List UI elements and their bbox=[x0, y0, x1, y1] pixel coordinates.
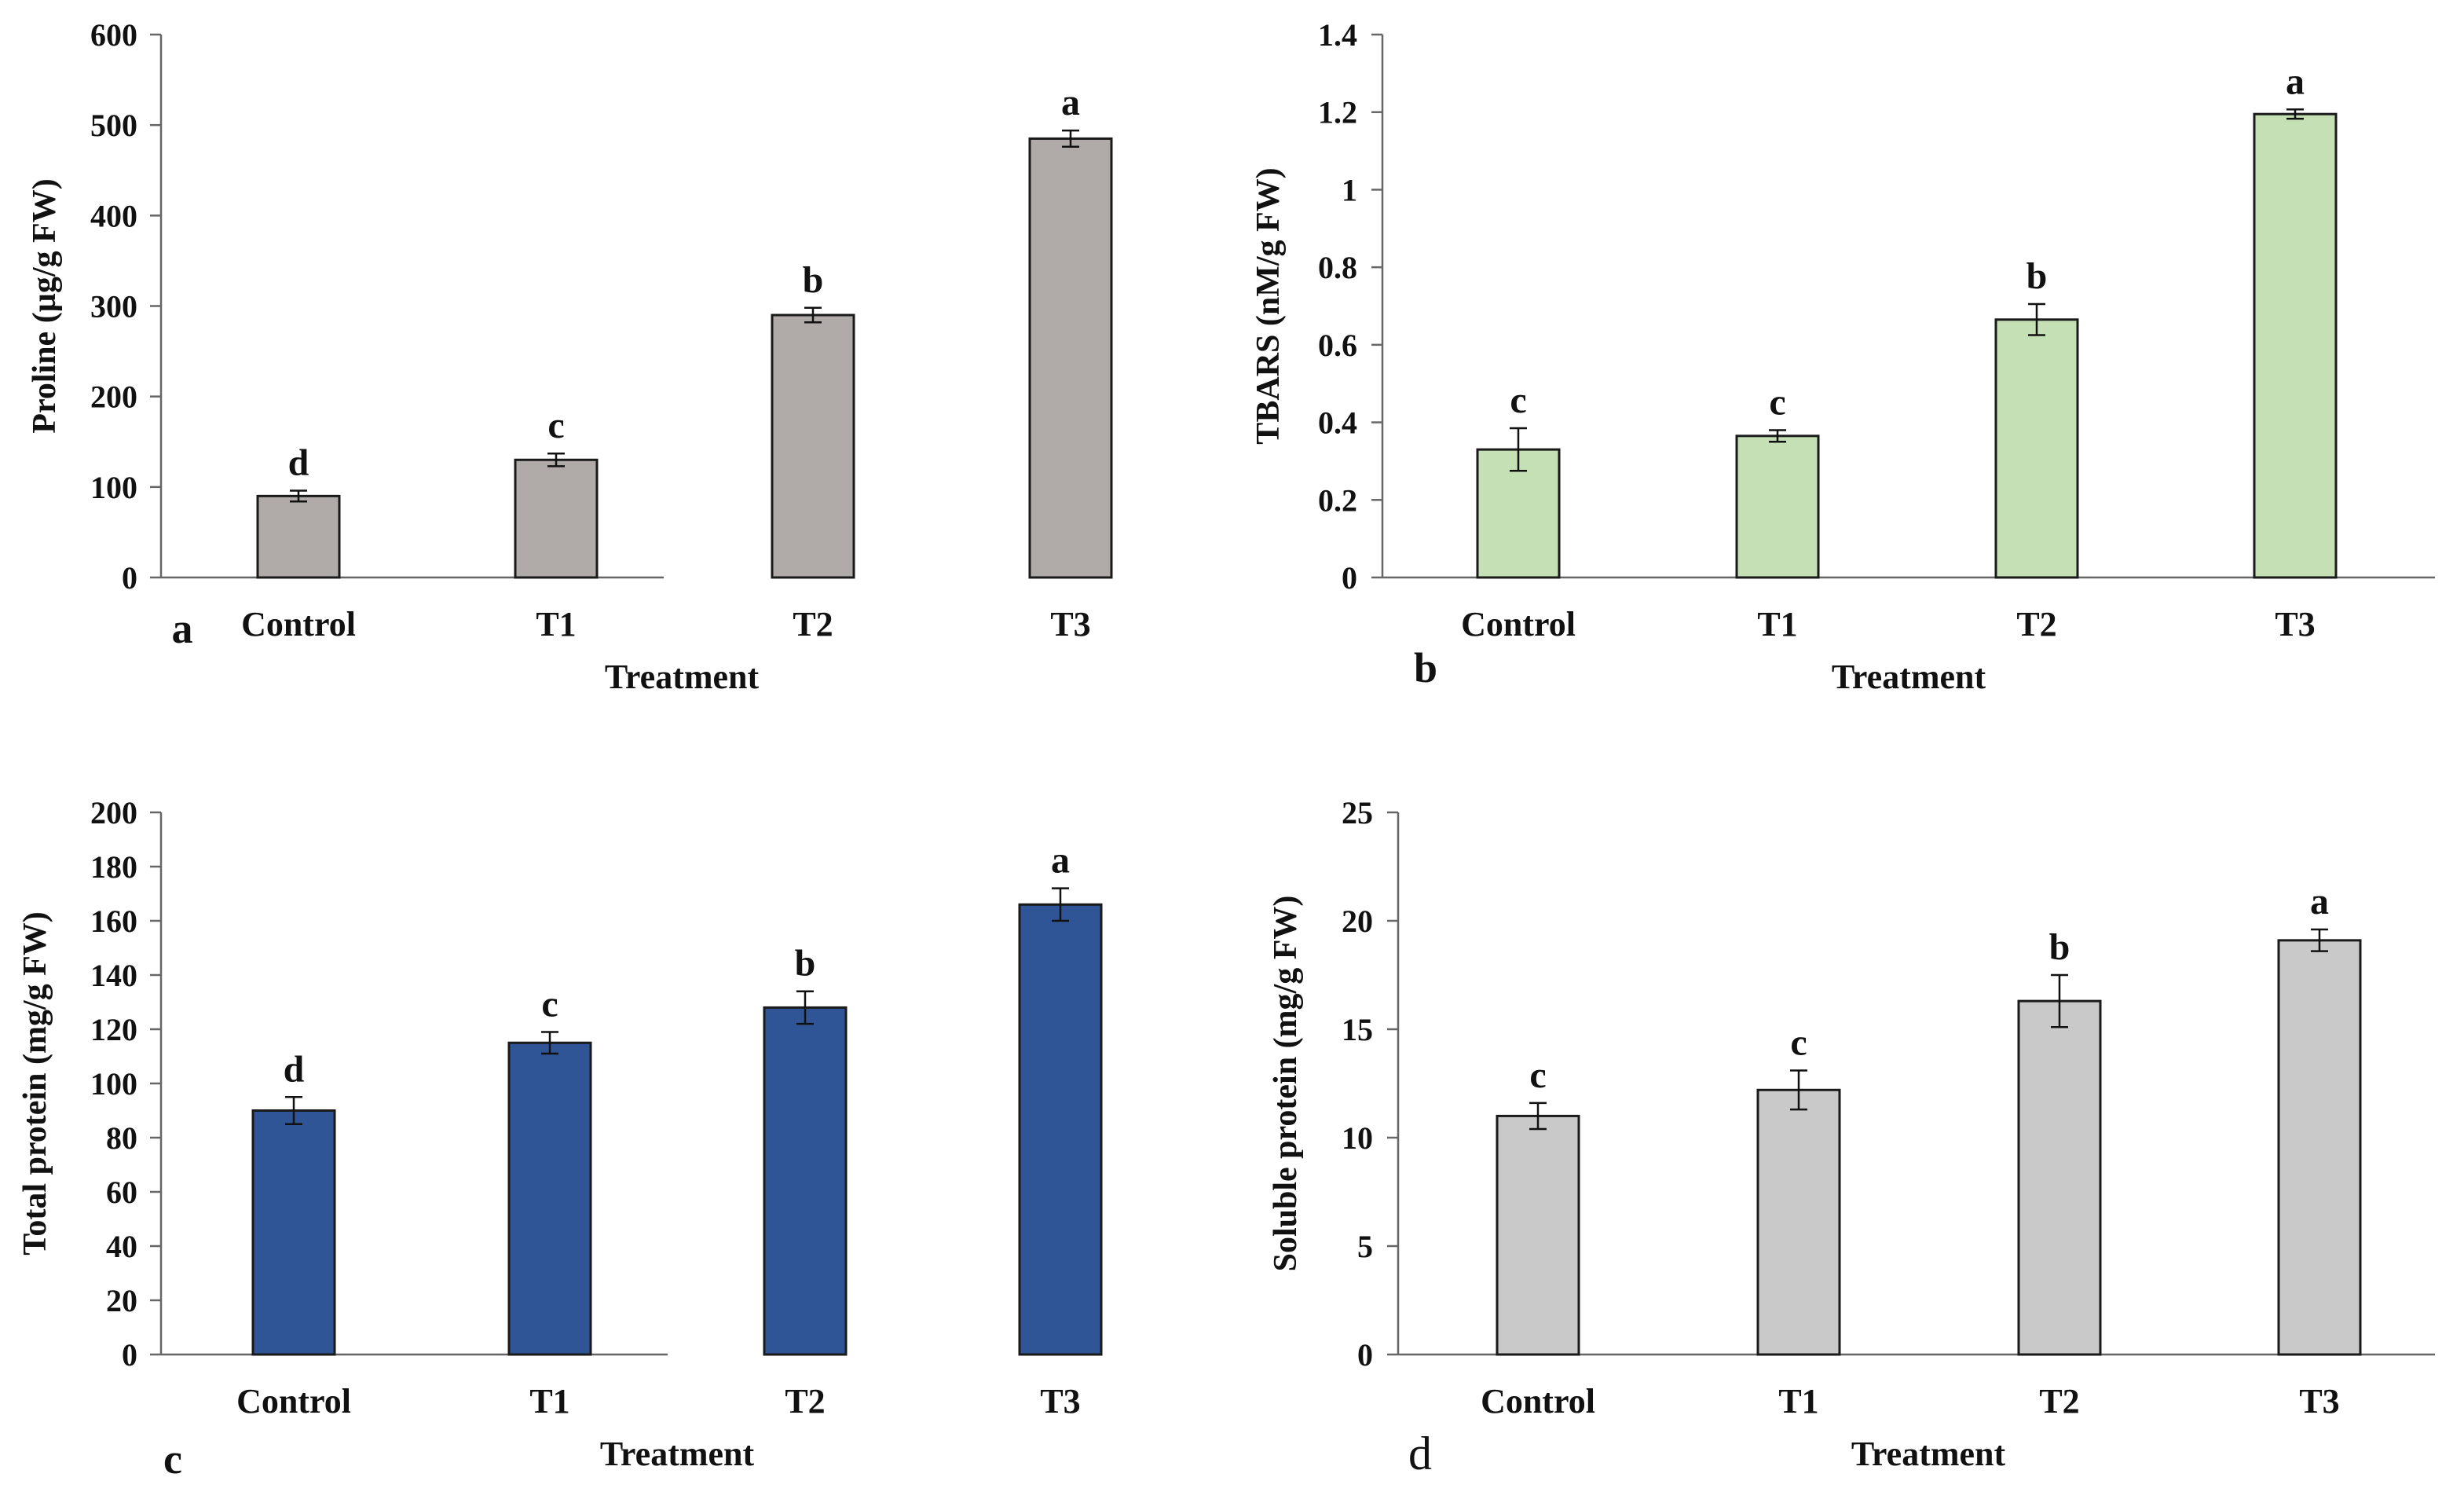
x-tick-label: T1 bbox=[1778, 1382, 1818, 1421]
significance-letter: b bbox=[2026, 255, 2048, 297]
y-tick-label: 100 bbox=[90, 470, 137, 505]
x-tick-label: T3 bbox=[2299, 1382, 2339, 1421]
significance-letter: a bbox=[1051, 840, 1070, 882]
y-tick-label: 600 bbox=[90, 17, 137, 53]
y-tick-label: 20 bbox=[1342, 904, 1373, 939]
y-tick-label: 60 bbox=[106, 1175, 137, 1210]
y-tick-label: 400 bbox=[90, 198, 137, 233]
y-tick-label: 0 bbox=[122, 1337, 137, 1373]
y-tick-label: 500 bbox=[90, 108, 137, 143]
x-tick-label: T3 bbox=[1050, 605, 1090, 643]
x-axis-title: Treatment bbox=[1832, 658, 1986, 696]
y-tick-label: 25 bbox=[1342, 795, 1373, 830]
bar-t1 bbox=[1756, 1088, 1841, 1356]
y-tick-label: 5 bbox=[1357, 1229, 1373, 1264]
x-tick-label: T3 bbox=[2275, 605, 2315, 643]
significance-letter: c bbox=[1769, 381, 1785, 423]
y-tick-label: 10 bbox=[1342, 1120, 1373, 1156]
significance-letter: b bbox=[795, 943, 816, 984]
significance-letter: c bbox=[541, 983, 558, 1025]
bar-t1 bbox=[507, 1041, 592, 1356]
significance-letter: d bbox=[288, 442, 309, 483]
x-tick-label: T2 bbox=[793, 605, 833, 643]
x-axis-title: Treatment bbox=[605, 658, 760, 696]
bar-t2 bbox=[1994, 318, 2079, 579]
y-tick-label: 200 bbox=[90, 795, 137, 830]
bar-t3 bbox=[1028, 137, 1113, 579]
chart-panel-b: 0 0.2 0.4 0.6 0.8 1 1.2 1.4 c Control c T1 b T2 a T3 Tre… bbox=[1250, 17, 2435, 696]
y-tick-label: 1.4 bbox=[1318, 17, 1357, 53]
y-tick-label: 40 bbox=[106, 1229, 137, 1264]
chart-panel-c: 0 20 40 60 80 100 120 140 160 180 200 d Control c T1 b T… bbox=[17, 795, 1103, 1483]
x-tick-label: T2 bbox=[2039, 1382, 2079, 1421]
y-tick-label: 0.6 bbox=[1318, 328, 1357, 363]
significance-letter: d bbox=[284, 1048, 305, 1090]
x-tick-label: T1 bbox=[529, 1382, 569, 1421]
bar-t1 bbox=[514, 458, 599, 579]
y-tick-label: 200 bbox=[90, 379, 137, 415]
x-tick-label: Control bbox=[1481, 1382, 1595, 1421]
y-tick-label: 0.8 bbox=[1318, 250, 1357, 285]
panel-label: c bbox=[163, 1435, 182, 1483]
panel-label: d bbox=[1408, 1428, 1432, 1479]
significance-letter: c bbox=[1510, 379, 1526, 421]
y-tick-label: 0.2 bbox=[1318, 482, 1357, 518]
y-tick-label: 0 bbox=[1342, 560, 1357, 596]
y-axis-title: Proline (µg/g FW) bbox=[27, 178, 63, 433]
chart-panel-d: 0 5 10 15 20 25 c Control c T1 b T2 a T3 Treatment Solu… bbox=[1268, 795, 2435, 1479]
significance-letter: b bbox=[803, 259, 824, 301]
x-tick-label: Control bbox=[1461, 605, 1576, 643]
bar-t3 bbox=[2253, 112, 2338, 579]
x-tick-label: T1 bbox=[536, 605, 576, 643]
y-tick-label: 0 bbox=[1357, 1337, 1373, 1373]
bar-t2 bbox=[763, 1006, 848, 1356]
significance-letter: a bbox=[1061, 82, 1080, 123]
significance-letter: a bbox=[2310, 881, 2329, 922]
significance-letter: c bbox=[1790, 1021, 1807, 1063]
significance-letter: c bbox=[547, 405, 564, 446]
y-tick-label: 140 bbox=[90, 958, 137, 993]
y-tick-label: 1.2 bbox=[1318, 95, 1357, 130]
y-tick-label: 180 bbox=[90, 849, 137, 885]
y-tick-label: 1 bbox=[1342, 172, 1357, 207]
y-axis-title: Total protein (mg/g FW) bbox=[17, 911, 53, 1256]
panel-label: a bbox=[172, 605, 193, 652]
y-tick-label: 80 bbox=[106, 1120, 137, 1156]
significance-letter: a bbox=[2286, 60, 2305, 102]
y-tick-label: 120 bbox=[90, 1012, 137, 1047]
y-axis-title: TBARS (nM/g FW) bbox=[1250, 167, 1287, 444]
x-tick-label: Control bbox=[236, 1382, 351, 1421]
x-tick-label: T2 bbox=[2016, 605, 2056, 643]
y-tick-label: 20 bbox=[106, 1283, 137, 1318]
x-tick-label: T3 bbox=[1040, 1382, 1080, 1421]
bar-control bbox=[256, 494, 341, 579]
x-tick-label: T1 bbox=[1757, 605, 1797, 643]
x-axis-title: Treatment bbox=[1851, 1435, 2006, 1473]
x-tick-label: Control bbox=[241, 605, 356, 643]
y-tick-label: 15 bbox=[1342, 1012, 1373, 1047]
y-axis-title: Soluble protein (mg/g FW) bbox=[1268, 896, 1304, 1272]
y-tick-label: 300 bbox=[90, 289, 137, 324]
bar-t3 bbox=[2277, 939, 2362, 1356]
significance-letter: b bbox=[2049, 926, 2070, 968]
y-tick-label: 160 bbox=[90, 904, 137, 939]
bar-control bbox=[1496, 1114, 1580, 1356]
bar-control bbox=[251, 1109, 336, 1356]
y-tick-label: 100 bbox=[90, 1066, 137, 1102]
x-axis-title: Treatment bbox=[600, 1435, 755, 1473]
y-tick-label: 0 bbox=[122, 560, 137, 596]
y-tick-label: 0.4 bbox=[1318, 405, 1357, 441]
panel-label: b bbox=[1414, 644, 1437, 691]
chart-panel-a: 0 100 200 300 400 500 600 d Control c T1 b T2 a T3 Trea… bbox=[27, 17, 1113, 696]
bar-t3 bbox=[1018, 903, 1103, 1356]
x-tick-label: T2 bbox=[785, 1382, 825, 1421]
bar-t2 bbox=[2017, 999, 2102, 1356]
bar-t2 bbox=[771, 313, 855, 579]
significance-letter: c bbox=[1529, 1054, 1546, 1096]
bar-t1 bbox=[1735, 434, 1820, 579]
